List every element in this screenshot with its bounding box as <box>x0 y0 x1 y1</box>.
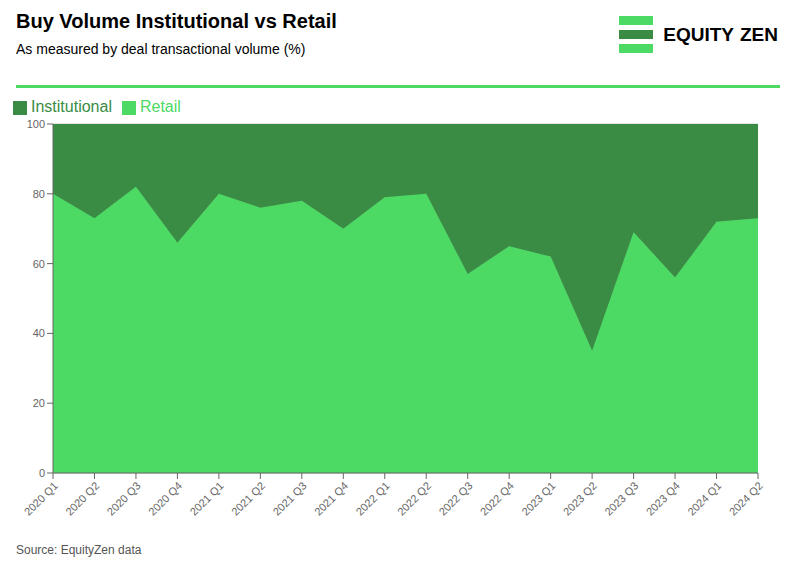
html-text:Source: EquityZen data: Source: EquityZen data <box>16 543 142 557</box>
svg-text:2024 Q1: 2024 Q1 <box>685 479 723 517</box>
svg-text:100: 100 <box>27 118 45 130</box>
svg-text:2022 Q4: 2022 Q4 <box>478 479 516 517</box>
svg-text:2022 Q1: 2022 Q1 <box>353 479 391 517</box>
svg-text:2020 Q3: 2020 Q3 <box>105 479 143 517</box>
svg-text:2022 Q2: 2022 Q2 <box>395 479 433 517</box>
svg-text:20: 20 <box>33 397 45 409</box>
svg-text:60: 60 <box>33 258 45 270</box>
html-text:Retail: Retail <box>139 98 181 115</box>
svg-text:2020 Q2: 2020 Q2 <box>63 479 101 517</box>
svg-text:40: 40 <box>33 327 45 339</box>
svg-text:2020 Q1: 2020 Q1 <box>22 479 60 517</box>
svg-text:80: 80 <box>33 188 45 200</box>
svg-text:2021 Q1: 2021 Q1 <box>187 479 225 517</box>
svg-text:2023 Q1: 2023 Q1 <box>519 479 557 517</box>
html-text:Buy Volume Institutional vs Re: Buy Volume Institutional vs Retail <box>16 10 337 32</box>
svg-text:2020 Q4: 2020 Q4 <box>146 479 184 517</box>
svg-text:2023 Q4: 2023 Q4 <box>644 479 682 517</box>
svg-text:2021 Q2: 2021 Q2 <box>229 479 267 517</box>
html-text:EQUITY ZEN: EQUITY ZEN <box>663 23 778 45</box>
svg-text:2021 Q4: 2021 Q4 <box>312 479 350 517</box>
svg-text:2021 Q3: 2021 Q3 <box>270 479 308 517</box>
html-text:As measured by deal transactio: As measured by deal transactional volume… <box>16 41 306 57</box>
svg-text:2023 Q2: 2023 Q2 <box>561 479 599 517</box>
svg-text:0: 0 <box>39 467 45 479</box>
svg-text:2024 Q2: 2024 Q2 <box>727 479 765 517</box>
svg-text:2023 Q3: 2023 Q3 <box>602 479 640 517</box>
html-text:Institutional: Institutional <box>31 98 112 115</box>
svg-text:2022 Q3: 2022 Q3 <box>436 479 474 517</box>
